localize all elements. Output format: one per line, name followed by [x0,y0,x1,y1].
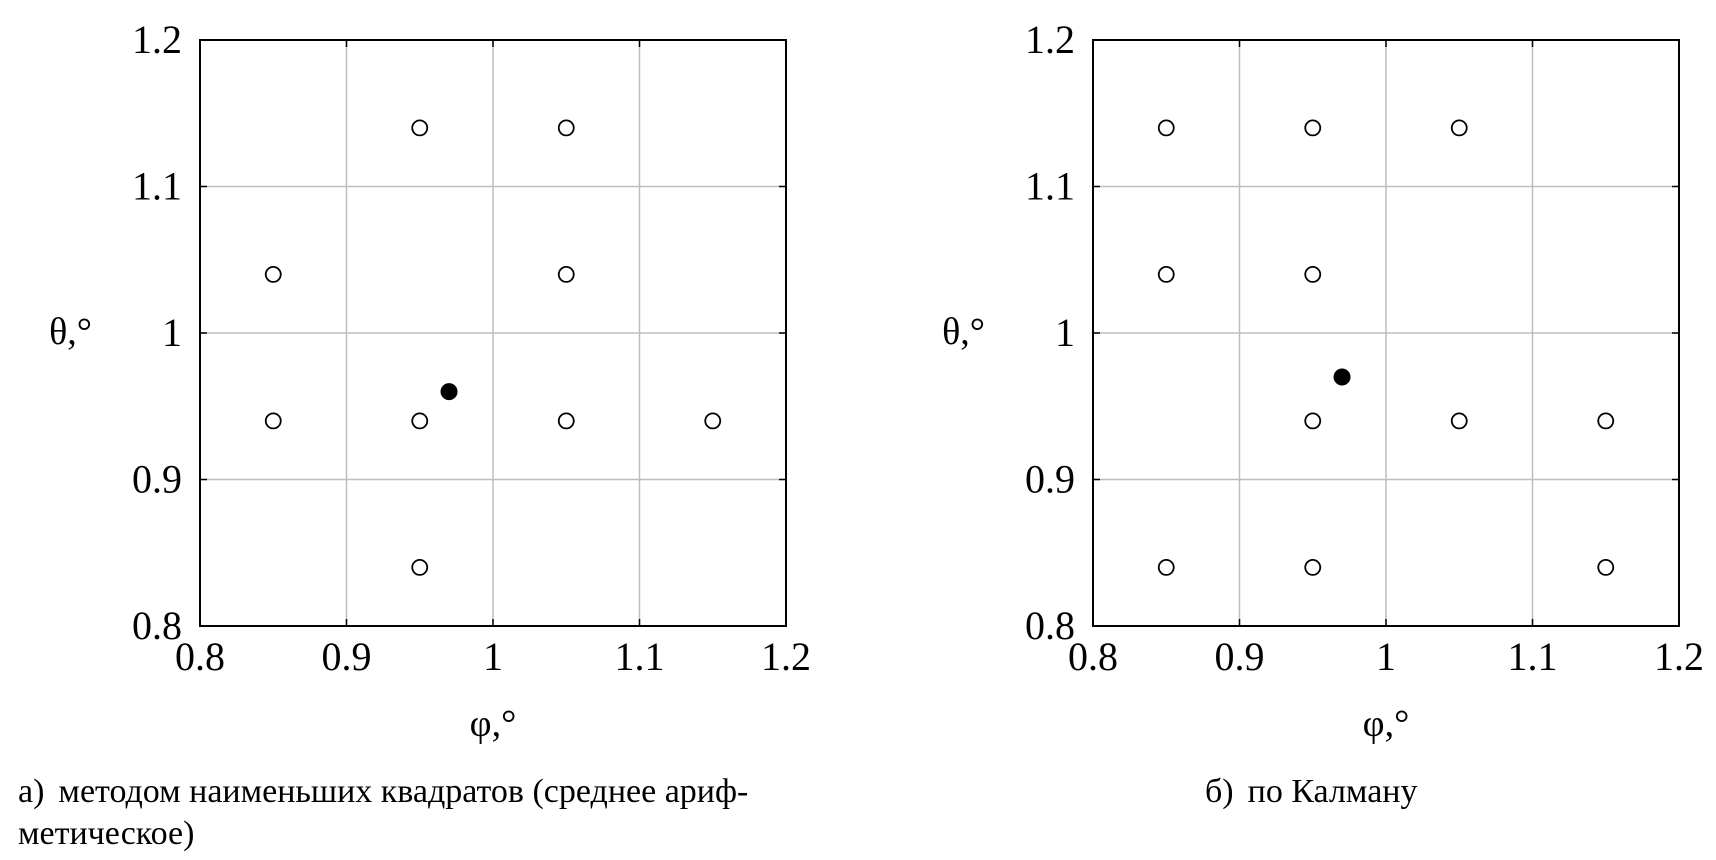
y-tick-label: 0.8 [132,603,182,648]
caption-b: б) по Калману [1205,771,1417,813]
grid-a [200,40,786,626]
data-point-open [1597,559,1615,576]
caption-b-text: по Калману [1247,773,1418,810]
caption-a-text: методом наименьших квадратов (среднее ар… [58,773,749,810]
series-filled-circle-a [440,383,458,401]
x-tick-label: 1 [483,634,503,679]
x-tick-label: 0.9 [1215,634,1265,679]
chart-panel-a: 0.8 0.9 1 1.1 1.2 0.8 0.9 1 1.1 1.2 φ,° θ,° а) метод… [18,17,811,852]
caption-a: а) методом наименьших квадратов (среднее … [18,771,748,813]
y-tick-label: 1 [1055,310,1075,355]
caption-a-line2: метическое) [18,815,195,852]
data-point-filled [440,383,458,401]
data-point-filled [1333,368,1351,386]
y-tick-label: 1.1 [132,164,182,209]
chart-panel-b: 0.8 0.9 1 1.1 1.2 0.8 0.9 1 1.1 1.2 φ,° θ,° б) по Ка… [858,0,1716,860]
data-point-open [1304,265,1322,283]
data-point-open [264,265,282,283]
series-open-circle-b [1157,119,1615,576]
data-point-open [1304,559,1322,576]
y-tick-label: 1.1 [1025,164,1075,209]
y-axis-label: θ,° [942,311,985,353]
data-point-open [264,412,282,430]
caption-a-prefix: а) [18,773,45,810]
y-tick-label: 1.2 [132,17,182,62]
x-tick-label: 1.2 [1654,634,1704,679]
data-point-open [557,265,575,283]
x-tick-label: 0.9 [322,634,372,679]
data-point-open [411,412,429,430]
y-tick-label: 1.2 [1025,17,1075,62]
data-point-open [1450,119,1468,137]
data-point-open [1157,119,1175,137]
x-tick-label: 1.1 [1508,634,1558,679]
x-tick-label: 0.8 [1068,634,1118,679]
data-point-open [1304,119,1322,137]
data-point-open [1304,412,1322,430]
y-tick-label: 0.8 [1025,603,1075,648]
data-point-open [1157,559,1175,576]
x-tick-label: 1.2 [761,634,811,679]
scatter-chart-b: 0.8 0.9 1 1.1 1.2 0.8 0.9 1 1.1 1.2 φ,° θ,° [942,17,1704,745]
tick-marks-b [1092,39,1680,627]
x-tick-label: 0.8 [175,634,225,679]
x-axis-label: φ,° [1363,703,1410,745]
data-point-open [557,412,575,430]
data-point-open [1597,412,1615,430]
data-point-open [557,119,575,137]
series-filled-circle-b [1333,368,1351,386]
y-tick-label: 0.9 [132,457,182,502]
data-point-open [1157,265,1175,283]
data-point-open [411,559,429,576]
x-axis-label: φ,° [470,703,517,745]
y-tick-label: 1 [162,310,182,355]
x-tick-label: 1.1 [615,634,665,679]
caption-b-prefix: б) [1205,773,1234,810]
x-tick-label: 1 [1376,634,1396,679]
y-axis-label: θ,° [49,311,92,353]
series-open-circle-a [264,119,722,576]
grid-b [1093,40,1679,626]
y-tick-label: 0.9 [1025,457,1075,502]
tick-marks-a [199,39,787,627]
data-point-open [704,412,722,430]
data-point-open [411,119,429,137]
data-point-open [1450,412,1468,430]
scatter-chart-a: 0.8 0.9 1 1.1 1.2 0.8 0.9 1 1.1 1.2 φ,° θ,° [49,17,811,745]
